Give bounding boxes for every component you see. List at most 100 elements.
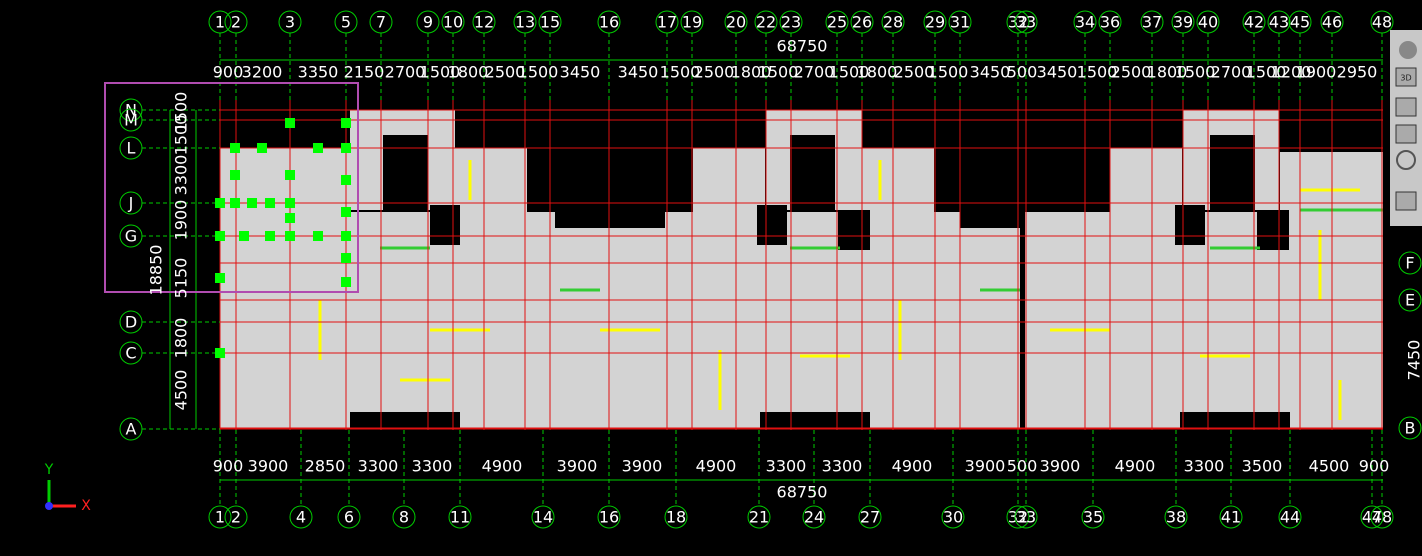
- axis-label: 30: [943, 508, 963, 527]
- axis-label: 1: [215, 508, 225, 527]
- axis-label: J: [128, 194, 134, 213]
- dim-text: 1500: [758, 63, 799, 82]
- dim-text: 2150: [344, 63, 385, 82]
- dim-text: 900: [213, 63, 244, 82]
- axis-label: 8: [399, 508, 409, 527]
- axis-label: C: [125, 344, 136, 363]
- axis-bubble: [416, 10, 440, 34]
- axis-label: 43: [1269, 13, 1289, 32]
- dim-text: 2500: [1111, 63, 1152, 82]
- view-toolbar: 3D: [1390, 30, 1422, 226]
- dim-text: 1200: [1271, 63, 1312, 82]
- dim-text: 3300: [766, 457, 807, 476]
- axis-bubble: [1196, 10, 1220, 34]
- grip: [215, 273, 225, 283]
- axis-bubble: [1288, 10, 1312, 34]
- dim-text: 3900: [622, 457, 663, 476]
- grip: [285, 231, 295, 241]
- axis-label: 6: [344, 508, 354, 527]
- dim-text: 1500: [829, 63, 870, 82]
- viewport-button[interactable]: [1395, 191, 1417, 211]
- axis-label: 29: [925, 13, 945, 32]
- orbit-button[interactable]: [1396, 150, 1416, 170]
- axis-bubble: [1219, 505, 1243, 529]
- axis-label: G: [125, 227, 137, 246]
- dim-text: 1900: [172, 200, 191, 241]
- axis-bubble: [754, 10, 778, 34]
- axis-bubble: [334, 10, 358, 34]
- axis-bubble: [441, 10, 465, 34]
- axis-label: L: [127, 139, 136, 158]
- axis-bubble: [531, 505, 555, 529]
- axis-label: M: [124, 111, 138, 130]
- dim-text: 1800: [857, 63, 898, 82]
- dim-text: 2500: [694, 63, 735, 82]
- axis-label: 37: [1142, 13, 1162, 32]
- axis-label: 9: [423, 13, 433, 32]
- grip: [239, 231, 249, 241]
- view-3d-button[interactable]: [1395, 67, 1417, 87]
- axis-label: 35: [1083, 508, 1103, 527]
- dim-text: 1500: [928, 63, 969, 82]
- dim-text: 1800: [448, 63, 489, 82]
- axis-label: 21: [749, 508, 769, 527]
- grip: [285, 198, 295, 208]
- dim-text: 900: [213, 457, 244, 476]
- axis-label: 39: [1173, 13, 1193, 32]
- dim-text: 3900: [248, 457, 289, 476]
- dim-text: 3450: [1037, 63, 1078, 82]
- dim-text: 4900: [892, 457, 933, 476]
- axis-bubble: [1081, 505, 1105, 529]
- dim-text: 3300: [1184, 457, 1225, 476]
- dim-text: 7450: [1405, 340, 1422, 381]
- axis-label: 33: [1016, 13, 1036, 32]
- total-dim: 18850: [147, 245, 166, 296]
- dim-text: 2700: [794, 63, 835, 82]
- axis-bubble: [1098, 10, 1122, 34]
- grip: [341, 175, 351, 185]
- axis-bubble: [448, 505, 472, 529]
- axis-label: 32: [1008, 13, 1028, 32]
- grip: [285, 118, 295, 128]
- axis-label: 4: [296, 508, 306, 527]
- axis-bubble: [208, 505, 232, 529]
- axis-label: 45: [1290, 13, 1310, 32]
- axis-bubble: [881, 10, 905, 34]
- grip: [215, 231, 225, 241]
- dim-text: 2700: [1211, 63, 1252, 82]
- view-top-button[interactable]: [1395, 124, 1417, 144]
- axis-bubble: [119, 191, 143, 215]
- axis-label: 31: [950, 13, 970, 32]
- axis-bubble: [1171, 10, 1195, 34]
- axis-bubble: [1073, 10, 1097, 34]
- axis-bubble: [948, 10, 972, 34]
- dim-text: 2950: [1337, 63, 1378, 82]
- grip: [230, 198, 240, 208]
- axis-bubble: [1320, 10, 1344, 34]
- grip: [247, 198, 257, 208]
- axis-bubble: [1398, 288, 1422, 312]
- grip: [341, 277, 351, 287]
- dim-text: 1500: [172, 92, 191, 133]
- dim-text: 3450: [560, 63, 601, 82]
- axis-label: 27: [860, 508, 880, 527]
- dim-text: 1800: [172, 318, 191, 359]
- axis-bubble: [1360, 505, 1384, 529]
- axis-bubble: [923, 10, 947, 34]
- axis-label: E: [1405, 291, 1415, 310]
- axis-bubble: [1370, 505, 1394, 529]
- dim-text: 3500: [1242, 457, 1283, 476]
- view-front-button[interactable]: [1395, 97, 1417, 117]
- dim-text: 1500: [172, 115, 191, 156]
- dim-text: 3200: [242, 63, 283, 82]
- axis-bubble: [369, 10, 393, 34]
- axis-label: 22: [756, 13, 776, 32]
- dim-text: 900: [1359, 457, 1390, 476]
- axis-label: 18: [666, 508, 686, 527]
- axis-label: 34: [1075, 13, 1095, 32]
- grip: [230, 143, 240, 153]
- axis-bubble: [278, 10, 302, 34]
- axis-label: 32: [1008, 508, 1028, 527]
- dim-text: 1500: [420, 63, 461, 82]
